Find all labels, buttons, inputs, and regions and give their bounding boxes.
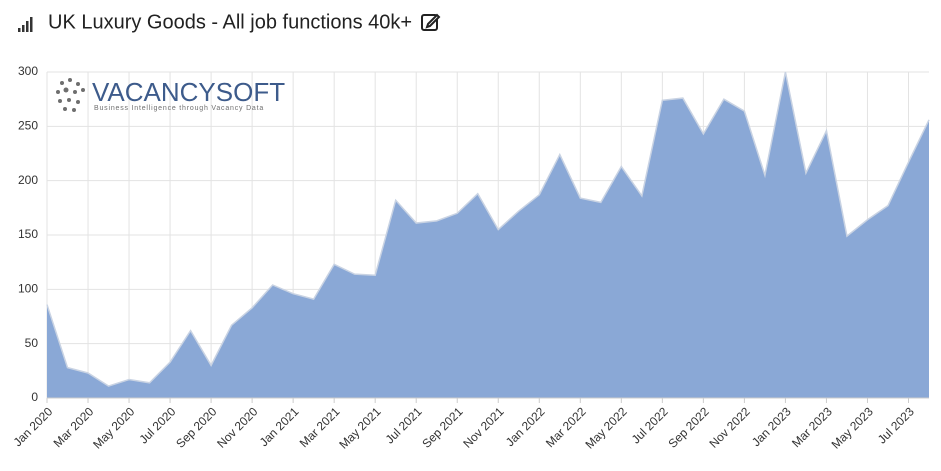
y-tick-label: 100 xyxy=(18,282,38,296)
x-tick-label: Sep 2020 xyxy=(173,404,219,450)
area xyxy=(47,72,929,398)
x-tick-label: Jan 2023 xyxy=(749,404,794,449)
logo-tagline: Business Intelligence through Vacancy Da… xyxy=(94,105,264,112)
x-tick-label: Sep 2021 xyxy=(419,404,465,450)
area-line xyxy=(46,71,930,387)
logo: VACANCYSOFT Business Intelligence throug… xyxy=(56,77,285,112)
y-tick-label: 0 xyxy=(31,390,38,404)
x-tick-label: Nov 2022 xyxy=(707,404,753,450)
y-tick-label: 150 xyxy=(18,227,38,241)
x-tick-label: Jul 2023 xyxy=(875,404,917,446)
x-tick-label: May 2021 xyxy=(336,404,383,451)
x-tick-label: Jul 2022 xyxy=(629,404,671,446)
x-tick-label: Mar 2020 xyxy=(51,404,97,450)
x-tick-label: Sep 2022 xyxy=(665,404,711,450)
x-tick-label: May 2022 xyxy=(583,404,630,451)
logo-name: VACANCYSOFT xyxy=(92,77,285,107)
x-tick-label: May 2023 xyxy=(829,404,876,451)
y-tick-label: 250 xyxy=(18,119,38,133)
x-tick-label: Mar 2021 xyxy=(297,404,343,450)
x-tick-label: May 2020 xyxy=(90,404,137,451)
y-tick-label: 300 xyxy=(18,64,38,78)
y-tick-label: 50 xyxy=(25,336,39,350)
x-tick-label: Jan 2022 xyxy=(503,404,548,449)
x-tick-label: Jul 2021 xyxy=(383,404,425,446)
edit-icon[interactable] xyxy=(421,13,441,31)
x-tick-label: Mar 2022 xyxy=(543,404,589,450)
chart-title: UK Luxury Goods - All job functions 40k+ xyxy=(48,11,412,33)
chart-icon xyxy=(18,17,33,32)
y-tick-label: 200 xyxy=(18,173,38,187)
x-tick-label: Nov 2021 xyxy=(460,404,506,450)
x-tick-label: Jan 2021 xyxy=(257,404,302,449)
x-tick-label: Jul 2020 xyxy=(136,404,178,446)
x-tick-label: Nov 2020 xyxy=(214,404,260,450)
x-tick-label: Jan 2020 xyxy=(11,404,56,449)
x-tick-label: Mar 2023 xyxy=(789,404,835,450)
